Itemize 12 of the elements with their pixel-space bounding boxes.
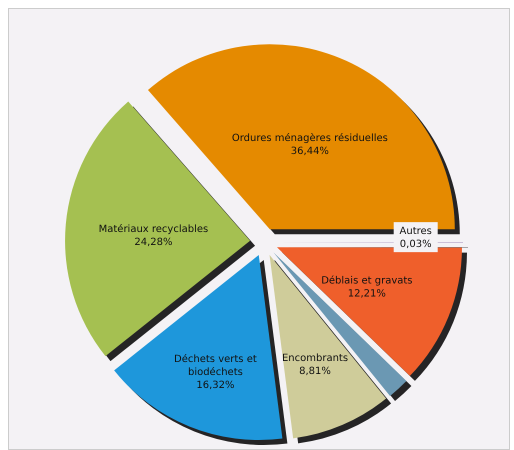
data-label: 16,32% xyxy=(196,380,234,392)
slice-label: Déchets verts et biodéchets xyxy=(174,354,257,378)
slice-label: Encombrants xyxy=(282,353,348,364)
data-label: 0,03% xyxy=(400,239,432,250)
data-label: 24,28% xyxy=(134,237,173,248)
data-label: 12,21% xyxy=(348,288,386,300)
slice-label: Ordures ménagères résiduelles xyxy=(232,132,388,144)
slice-label: Autres xyxy=(400,226,432,238)
slice-label: Matériaux recyclables xyxy=(98,224,208,236)
data-label: 8,81% xyxy=(299,366,331,378)
slice-label: Déblais et gravats xyxy=(321,276,413,287)
data-label: 36,44% xyxy=(290,146,329,157)
